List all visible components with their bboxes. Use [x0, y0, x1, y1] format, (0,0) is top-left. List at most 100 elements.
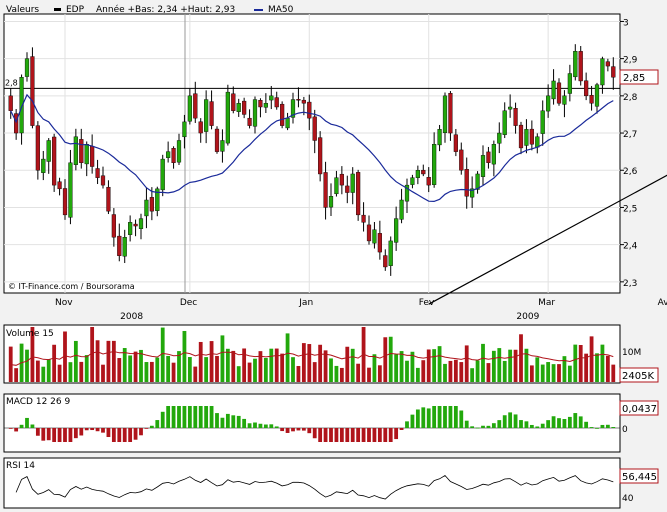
- macd-bar: [475, 427, 480, 429]
- macd-bar: [388, 428, 393, 442]
- candle-body: [562, 95, 567, 105]
- candle-body: [122, 236, 127, 257]
- header-field-label: Valeurs: [6, 5, 39, 15]
- candle-body: [193, 93, 198, 119]
- macd-bar: [280, 428, 285, 432]
- candle-body: [551, 80, 556, 100]
- volume-bar: [399, 351, 404, 382]
- volume-bar: [84, 355, 89, 382]
- macd-bar: [269, 424, 274, 428]
- volume-bar: [220, 335, 225, 382]
- candle-body: [584, 80, 589, 97]
- candle-body: [19, 77, 24, 134]
- volume-badge: 2405K: [622, 371, 654, 382]
- candle-body: [133, 223, 138, 227]
- volume-bar: [605, 355, 610, 382]
- macd-bar: [139, 428, 143, 436]
- volume-bar: [79, 361, 84, 382]
- volume-bar: [345, 346, 350, 382]
- macd-bar: [25, 417, 29, 428]
- macd-bar: [513, 414, 518, 428]
- candle-body: [198, 121, 203, 134]
- volume-axis-label: 10M: [622, 348, 641, 358]
- macd-bar: [611, 427, 616, 428]
- macd-bar: [63, 428, 67, 442]
- macd-bar: [220, 417, 225, 428]
- candle-body: [155, 188, 160, 211]
- volume-bar: [30, 327, 35, 382]
- candle-body: [372, 229, 377, 244]
- rsi-line-group: [15, 474, 614, 500]
- macd-bar: [30, 424, 35, 428]
- volume-bar: [377, 365, 382, 382]
- candle-body: [176, 140, 182, 163]
- macd-bar: [481, 425, 485, 428]
- macd-bar: [432, 406, 437, 428]
- candle-body: [410, 177, 415, 185]
- candle-body: [377, 233, 382, 253]
- macd-bar: [372, 428, 377, 442]
- macd-bar: [122, 428, 127, 442]
- macd-bar: [101, 428, 105, 433]
- macd-bar: [540, 423, 545, 428]
- volume-bar: [301, 343, 306, 382]
- volume-bar: [236, 366, 241, 382]
- month-label: Nov: [55, 298, 73, 308]
- candle-body: [350, 173, 355, 193]
- volume-bar: [519, 334, 523, 382]
- candle-body: [144, 199, 149, 217]
- volume-bar: [285, 333, 290, 382]
- volume-bar: [356, 363, 361, 382]
- candle-body: [475, 173, 480, 190]
- macd-bar: [187, 406, 192, 428]
- volume-ma-line: [10, 350, 614, 366]
- candle-body: [546, 95, 551, 112]
- candle-body: [204, 99, 209, 132]
- volume-bar: [372, 354, 377, 382]
- volume-bar: [562, 356, 567, 382]
- candle-body: [258, 99, 263, 108]
- month-label: Mar: [538, 298, 555, 308]
- volume-bar: [339, 367, 344, 382]
- volume-bar: [535, 357, 540, 382]
- volume-bar: [166, 355, 171, 382]
- price-tick-label: 2,5: [623, 204, 637, 214]
- candle-body: [8, 95, 13, 111]
- candle-body: [345, 185, 350, 193]
- candle-body: [421, 169, 426, 175]
- macd-bar: [605, 424, 610, 428]
- volume-bar: [557, 364, 561, 382]
- volume-bar: [117, 358, 122, 382]
- ma50-line-group: [10, 93, 614, 203]
- price-tick-label: 2,4: [623, 242, 638, 252]
- candle-body: [24, 58, 30, 77]
- macd-bar: [258, 423, 263, 428]
- macd-bar: [426, 408, 431, 428]
- candle-body: [589, 94, 594, 104]
- volume-bar: [274, 348, 279, 382]
- macd-bar: [242, 418, 247, 428]
- candle-body: [242, 100, 247, 115]
- candle-body: [524, 129, 529, 146]
- volume-bar: [323, 350, 328, 382]
- macd-bar: [73, 428, 78, 439]
- macd-bar: [52, 428, 57, 442]
- candle-body: [138, 218, 144, 229]
- price-panel: [3, 13, 621, 294]
- month-label: Fev: [419, 298, 435, 308]
- price-badge: 2,85: [623, 73, 645, 84]
- candle-body: [394, 218, 399, 243]
- candle-body: [84, 143, 89, 165]
- macd-bar: [508, 412, 513, 428]
- macd-bar: [182, 406, 187, 428]
- volume-bar: [8, 346, 13, 382]
- header-range: Année +Bas: 2,34 +Haut: 2,93: [96, 4, 235, 15]
- candle-body: [95, 168, 100, 178]
- macd-bar: [399, 428, 404, 430]
- volume-bar: [111, 340, 116, 382]
- volume-badge-box: [619, 367, 659, 383]
- rsi-badge-box: [619, 468, 659, 484]
- macd-bar: [19, 424, 24, 428]
- macd-bar: [383, 428, 388, 442]
